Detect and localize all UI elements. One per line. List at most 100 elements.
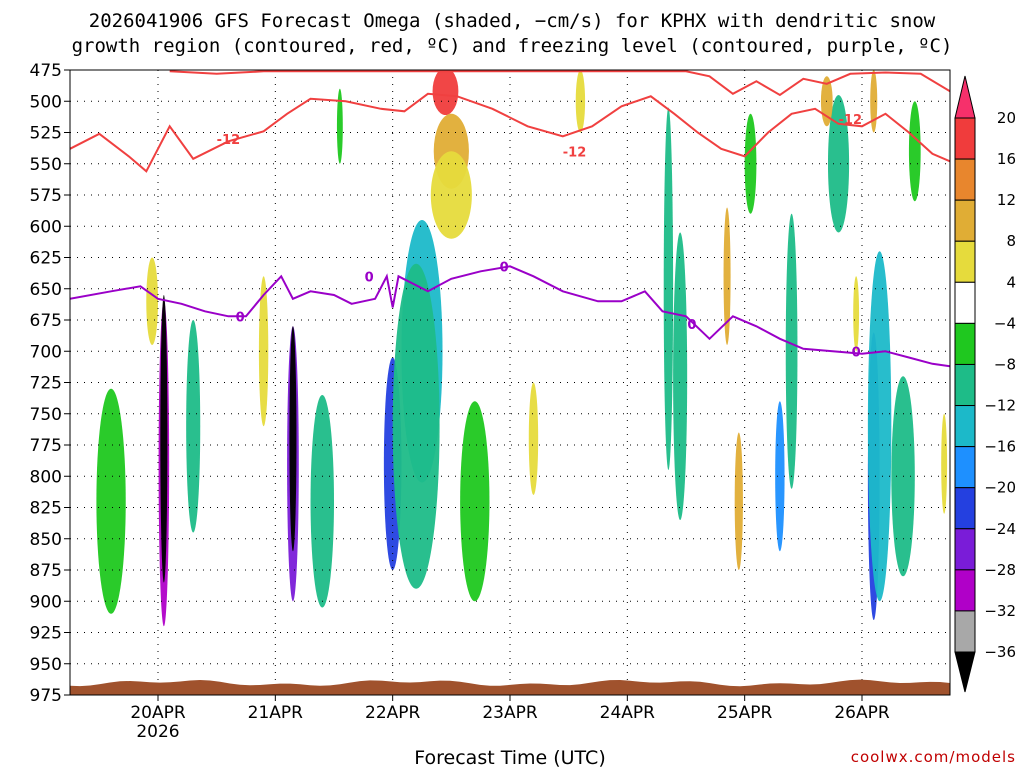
colorbar-label-2: 12	[997, 191, 1016, 209]
y-tick-label-650: 650	[30, 280, 62, 300]
colorbar-swatch-10	[954, 528, 976, 571]
omega-cell-2	[430, 151, 472, 239]
colorbar-swatch-8	[954, 446, 976, 489]
colorbar-swatch-6	[954, 363, 976, 407]
y-tick-label-625: 625	[30, 249, 62, 269]
omega-cell-7	[96, 388, 126, 614]
colorbar-label-3: 8	[1006, 232, 1016, 250]
dgz-upper-line	[169, 70, 950, 97]
omega-cell-14	[392, 263, 440, 589]
y-axis: 475 500 525 550 575 600 625 650 675 700 725 750 775 8…	[30, 61, 70, 706]
y-tick-label-475: 475	[30, 61, 62, 81]
y-tick-label-875: 875	[30, 561, 62, 581]
colorbar-label-6: −8	[994, 355, 1016, 373]
colorbar-label-12: −32	[984, 602, 1016, 620]
title-line-2: growth region (contoured, red, ºC) and f…	[72, 35, 953, 57]
freezing-level-label-1: 0	[365, 270, 374, 285]
y-tick-label-500: 500	[30, 92, 62, 112]
y-tick-label-525: 525	[30, 124, 62, 144]
y-tick-label-975: 975	[30, 686, 62, 706]
plot-background	[70, 70, 950, 695]
colorbar-swatch-1	[954, 158, 976, 201]
colorbar-swatch-12	[954, 610, 976, 653]
terrain-fill	[70, 679, 950, 695]
omega-cell-0	[432, 70, 459, 115]
title-line-1: 2026041906 GFS Forecast Omega (shaded, −…	[89, 10, 936, 32]
colorbar-label-9: −20	[984, 479, 1016, 497]
colorbar-label-8: −16	[984, 438, 1016, 456]
omega-cell-3	[146, 257, 158, 345]
omega-cell-33	[336, 88, 343, 164]
plot-area: -12 -12 -12 0 0 0 0 0	[69, 69, 951, 696]
colorbar-label-10: −24	[984, 520, 1016, 538]
dgz-lower-line	[70, 92, 950, 173]
y-tick-label-825: 825	[30, 499, 62, 519]
colorbar-top-arrow	[954, 75, 976, 119]
omega-cell-27	[867, 251, 892, 602]
y-tick-label-675: 675	[30, 311, 62, 331]
omega-cell-11	[310, 395, 334, 608]
y-tick-label-950: 950	[30, 655, 62, 675]
omega-cell-10	[258, 276, 269, 427]
freezing-level-contour: 0 0 0 0 0	[70, 260, 950, 368]
y-tick-label-725: 725	[30, 374, 62, 394]
x-tick-label-26: 26APR	[834, 703, 890, 723]
freezing-level-label-3: 0	[687, 318, 696, 333]
omega-cell-22	[775, 401, 785, 552]
dgz-label-2: -12	[839, 113, 863, 128]
freezing-level-line	[70, 265, 950, 368]
y-tick-label-575: 575	[30, 186, 62, 206]
omega-cell-20	[734, 432, 743, 570]
colorbar-swatch-5	[954, 322, 976, 365]
credit-text: coolwx.com/models	[851, 748, 1016, 766]
omega-cell-18	[673, 232, 688, 520]
omega-cell-9	[289, 326, 297, 552]
freezing-level-label-0: 0	[236, 310, 245, 325]
omega-cell-23	[744, 113, 757, 214]
chart-title: 2026041906 GFS Forecast Omega (shaded, −…	[72, 10, 953, 57]
y-tick-label-600: 600	[30, 217, 62, 237]
omega-cell-17	[663, 107, 674, 470]
y-tick-label-550: 550	[30, 155, 62, 175]
y-tick-label-700: 700	[30, 342, 62, 362]
omega-cell-32	[853, 276, 860, 352]
y-tick-label-925: 925	[30, 624, 62, 644]
colorbar-swatch-11	[954, 569, 976, 612]
colorbar-label-11: −28	[984, 561, 1016, 579]
omega-cell-31	[870, 70, 878, 133]
colorbar-swatch-3	[954, 240, 976, 283]
colorbar: 20 16 12 8 4 −4 −8 −12 −16 −20 −24 −28 −32 −36	[954, 75, 1016, 693]
x-axis-title: Forecast Time (UTC)	[414, 747, 605, 768]
freezing-level-label-2: 0	[500, 260, 509, 275]
omega-cell-6	[186, 320, 201, 533]
colorbar-swatch-0	[954, 117, 976, 160]
colorbar-label-13: −36	[984, 643, 1016, 661]
y-tick-label-775: 775	[30, 436, 62, 456]
omega-cell-24	[827, 95, 850, 233]
colorbar-label-1: 16	[997, 150, 1016, 168]
x-tick-sublabel-20: 2026	[136, 722, 179, 742]
omega-cell-30	[941, 413, 948, 514]
x-tick-label-22: 22APR	[365, 703, 421, 723]
x-tick-label-20: 20APR	[130, 703, 186, 723]
colorbar-swatch-4	[954, 281, 976, 324]
y-tick-label-900: 900	[30, 592, 62, 612]
colorbar-swatch-7	[954, 405, 976, 448]
colorbar-swatch-2	[954, 199, 976, 242]
omega-cell-34	[575, 70, 586, 133]
colorbar-label-4: 4	[1006, 273, 1016, 291]
y-tick-label-850: 850	[30, 530, 62, 550]
colorbar-swatch-9	[954, 487, 976, 530]
colorbar-label-7: −12	[984, 397, 1016, 415]
y-tick-label-750: 750	[30, 405, 62, 425]
colorbar-bottom-arrow	[954, 651, 976, 693]
x-tick-label-25: 25APR	[717, 703, 773, 723]
x-tick-label-24: 24APR	[600, 703, 656, 723]
dgz-label-1: -12	[563, 145, 587, 160]
omega-cell-5	[160, 295, 168, 583]
y-tick-label-800: 800	[30, 467, 62, 487]
x-tick-label-23: 23APR	[482, 703, 538, 723]
x-tick-label-21: 21APR	[248, 703, 304, 723]
